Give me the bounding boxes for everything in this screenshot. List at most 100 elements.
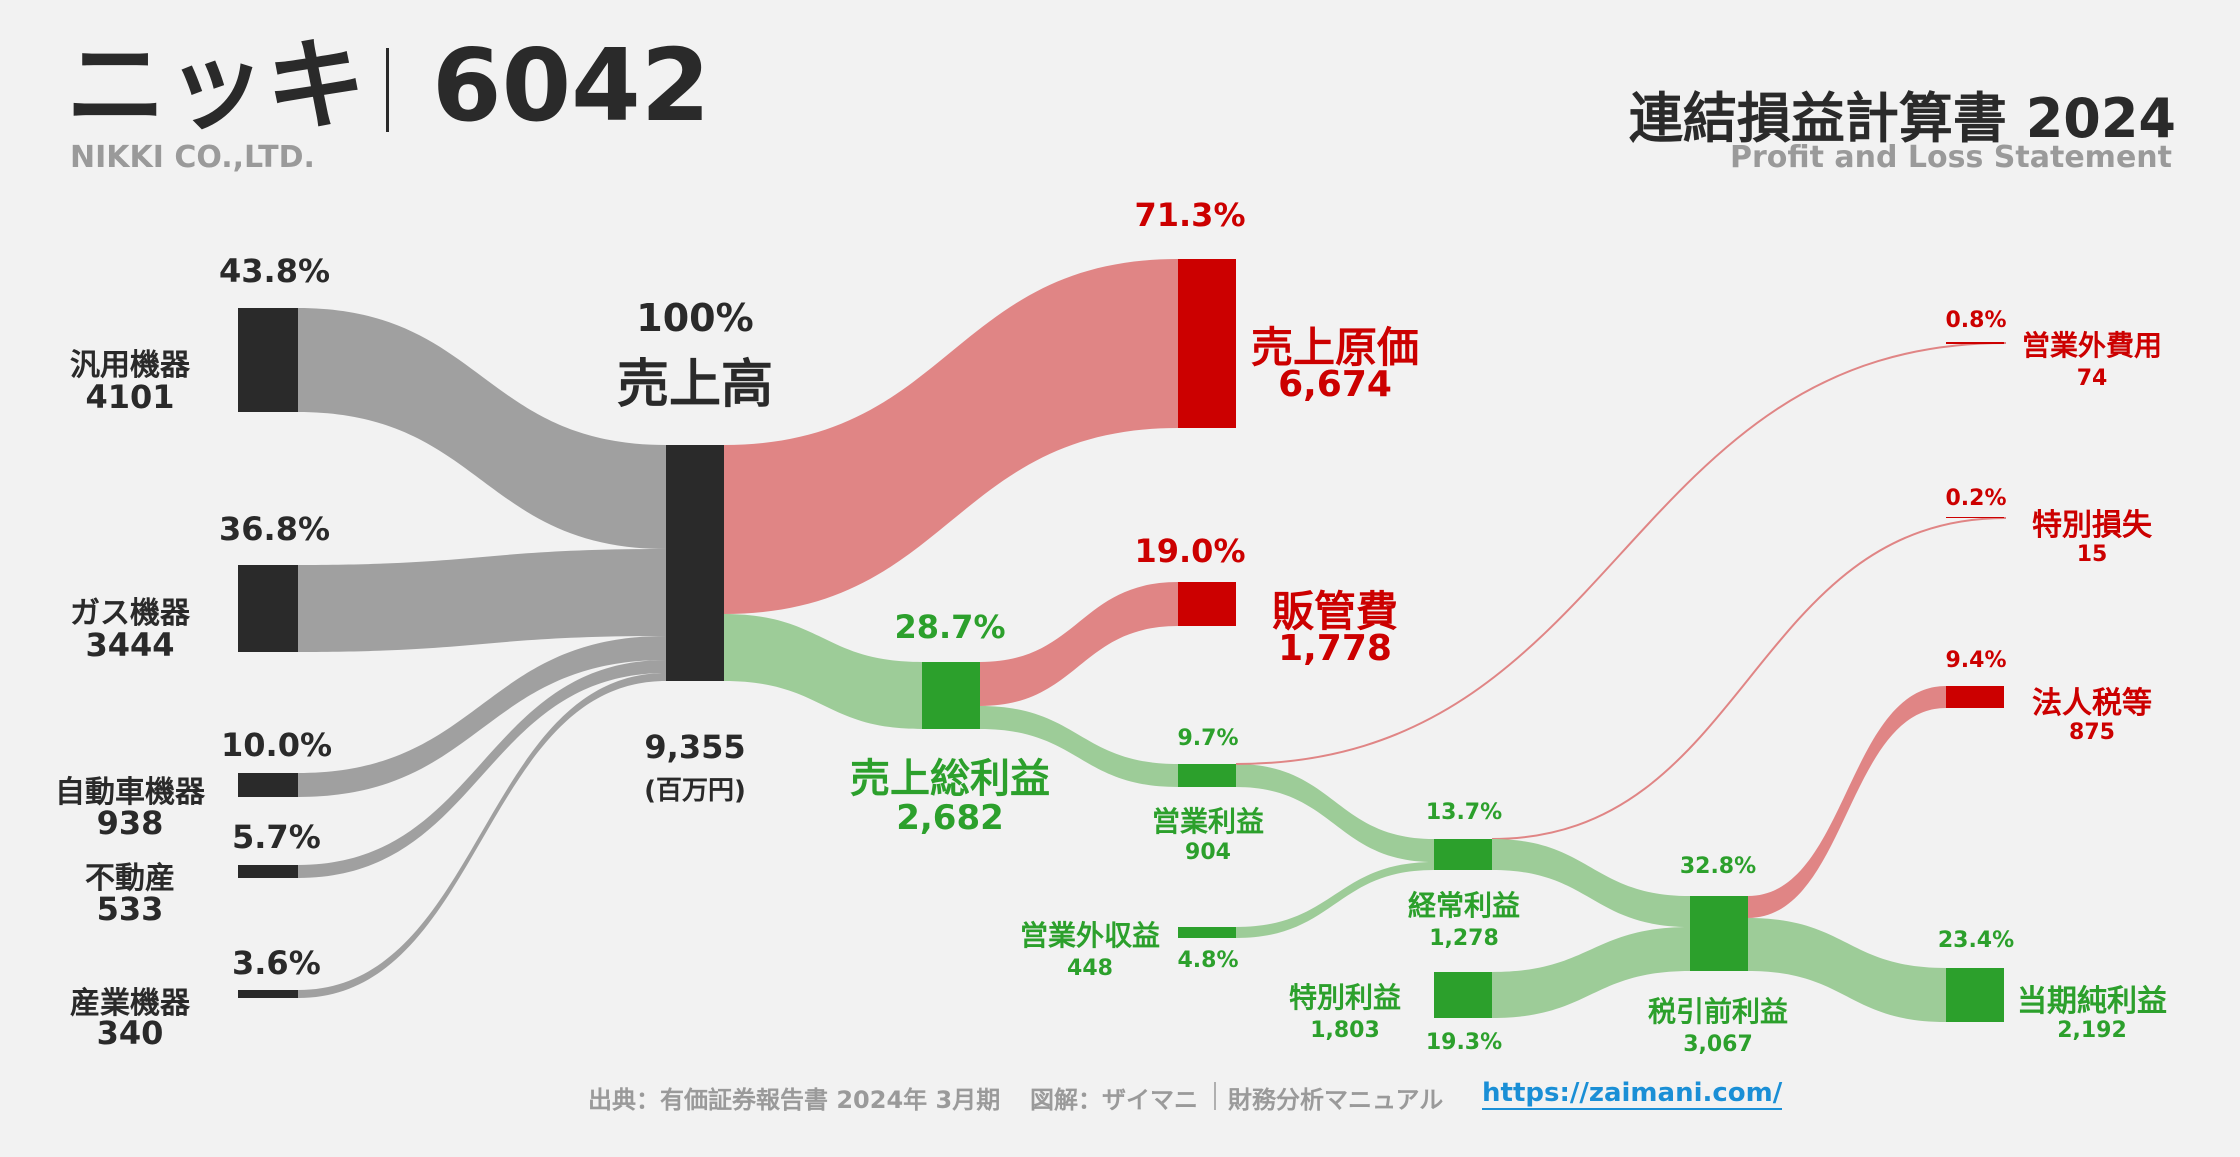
flow-segment-5 (298, 673, 666, 998)
flow-extraordinary-loss (1491, 517, 2007, 840)
node-extraordinary-income (1434, 972, 1492, 1018)
node-ordinary-profit (1434, 839, 1492, 870)
revenue-pct: 100% (636, 296, 754, 340)
cogs-value: 6,674 (1278, 364, 1392, 405)
revenue-value: 9,355 (644, 728, 746, 766)
node-operating-profit (1178, 764, 1236, 787)
stock-code: 6042 (432, 27, 711, 144)
node-income-tax (1946, 686, 2004, 708)
operating-profit-value: 904 (1185, 840, 1231, 865)
segment-pct: 36.8% (219, 510, 331, 548)
gross-profit-label: 売上総利益 (850, 756, 1050, 802)
node-extraordinary-loss (1946, 517, 2004, 518)
non-op-expense-value: 74 (2076, 366, 2108, 391)
flow-ordinary-to-pretax (1492, 839, 1690, 927)
segment-pct: 43.8% (219, 252, 331, 290)
node-nonop-income (1178, 927, 1236, 938)
flow-income-tax (1748, 686, 1946, 918)
flow-sga (980, 582, 1178, 706)
sankey-nodes (238, 259, 2004, 1022)
ordinary-profit-value: 1,278 (1429, 926, 1499, 951)
flow-segment-1 (298, 308, 666, 549)
statement-title-en: Profit and Loss Statement (1729, 140, 2172, 175)
segment-pct: 5.7% (232, 818, 321, 856)
flow-net-income (1748, 918, 1946, 1022)
flow-segment-2 (298, 549, 666, 652)
node-segment-2 (238, 565, 298, 652)
segment-name: 産業機器 (70, 986, 190, 1021)
segment-pct: 10.0% (221, 726, 333, 764)
cogs-label: 売上原価 (1250, 323, 1419, 372)
segment-name: ガス機器 (70, 596, 190, 631)
net-income-value: 2,192 (2057, 1018, 2127, 1043)
segment-name: 汎用機器 (70, 348, 190, 383)
segment-name: 自動車機器 (55, 775, 205, 810)
extraordinary-income-value: 1,803 (1310, 1018, 1380, 1043)
operating-profit-pct: 9.7% (1177, 726, 1239, 751)
flow-segment-3 (298, 636, 666, 797)
cogs-pct: 71.3% (1134, 196, 1246, 234)
non-op-income-label: 営業外収益 (1019, 919, 1160, 952)
flow-extraordinary-income (1492, 927, 1690, 1018)
extraordinary-loss-pct: 0.2% (1945, 486, 2007, 511)
segment-name: 不動産 (85, 861, 175, 896)
revenue-label: 売上高 (616, 355, 773, 415)
unit-label: (百万円) (644, 776, 746, 806)
segment-value: 533 (96, 890, 164, 928)
sga-value: 1,778 (1278, 628, 1392, 669)
flow-operating-profit (980, 706, 1178, 787)
node-gross-profit (922, 662, 980, 729)
node-net-income (1946, 968, 2004, 1022)
ordinary-profit-pct: 13.7% (1425, 800, 1503, 825)
site-name: 財務分析マニュアル (1228, 1086, 1444, 1114)
statement-title: 連結損益計算書 2024 (1628, 87, 2176, 150)
footer-divider (1214, 1082, 1216, 1110)
net-income-pct: 23.4% (1937, 928, 2015, 953)
node-segment-5 (238, 990, 298, 998)
flow-cogs (724, 259, 1178, 614)
flow-op-to-ordinary (1236, 764, 1434, 862)
sga-label: 販管費 (1271, 587, 1398, 636)
node-segment-1 (238, 308, 298, 412)
extraordinary-loss-value: 15 (2076, 542, 2108, 567)
segment-value: 340 (96, 1014, 164, 1052)
pretax-profit-pct: 32.8% (1679, 854, 1757, 879)
node-pretax-profit (1690, 896, 1748, 971)
node-segment-3 (238, 773, 298, 797)
operating-profit-label: 営業利益 (1151, 805, 1264, 838)
credit-note: 図解：ザイマニ (1030, 1086, 1198, 1114)
extraordinary-loss-label: 特別損失 (2032, 508, 2152, 543)
flow-nonop-expense (1235, 342, 2007, 765)
income-tax-value: 875 (2069, 720, 2115, 745)
segment-value: 3444 (85, 626, 175, 664)
node-cogs (1178, 259, 1236, 428)
flow-segment-4 (298, 660, 666, 878)
pretax-profit-value: 3,067 (1683, 1032, 1753, 1057)
source-note: 出典：有価証券報告書 2024年 3月期 (588, 1086, 1001, 1114)
ordinary-profit-label: 経常利益 (1407, 889, 1520, 922)
segment-pct: 3.6% (232, 944, 321, 982)
income-tax-pct: 9.4% (1945, 648, 2007, 673)
sankey-flows (298, 259, 2007, 1022)
pretax-profit-label: 税引前利益 (1647, 995, 1788, 1028)
income-tax-label: 法人税等 (2032, 686, 2152, 721)
site-link[interactable]: https://zaimani.com/ (1482, 1078, 1783, 1110)
title-divider (386, 48, 389, 132)
node-nonop-expense (1946, 342, 2004, 344)
gross-profit-pct: 28.7% (894, 608, 1006, 646)
node-segment-4 (238, 865, 298, 878)
extraordinary-income-label: 特別利益 (1288, 981, 1401, 1014)
company-name-en: NIKKI CO.,LTD. (70, 140, 315, 175)
non-op-income-value: 448 (1067, 956, 1113, 981)
company-name: ニッキ (66, 27, 366, 144)
non-op-expense-label: 営業外費用 (2021, 329, 2162, 362)
extraordinary-income-pct: 19.3% (1425, 1030, 1503, 1055)
flow-gross-profit (724, 614, 922, 729)
sga-pct: 19.0% (1134, 532, 1246, 570)
non-op-income-pct: 4.8% (1177, 948, 1239, 973)
flow-nonop-income (1236, 862, 1434, 938)
net-income-label: 当期純利益 (2017, 984, 2167, 1019)
segment-value: 4101 (85, 378, 175, 416)
node-sga (1178, 582, 1236, 626)
